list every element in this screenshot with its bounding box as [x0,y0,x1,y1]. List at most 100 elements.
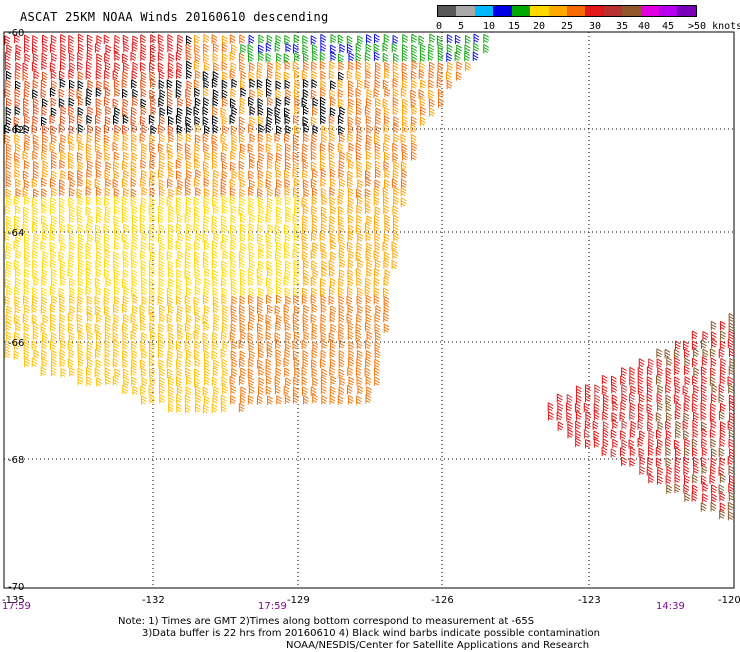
wind-barb [221,287,228,297]
wind-barb [384,133,391,144]
wind-barb [168,268,174,278]
pass-time-label: 14:39 [656,601,685,612]
wind-barb [50,97,57,107]
wind-barb [32,215,39,225]
wind-barb [647,384,653,394]
wind-barb [176,43,183,54]
wind-barb [238,133,245,144]
wind-barb [347,204,354,215]
scale-swatch [530,6,549,16]
wind-barb [248,295,254,305]
wind-barb [69,305,76,315]
wind-barb [691,492,698,502]
wind-barb [646,393,653,403]
wind-barb [221,53,228,63]
wind-barb [131,259,137,269]
wind-barb [222,322,228,332]
wind-barb [267,395,273,405]
wind-barb [311,231,317,242]
wind-barb [402,34,409,44]
wind-barb [13,350,20,360]
wind-barb [701,456,707,467]
wind-barb [177,323,183,333]
wind-barb [203,341,209,351]
wind-barb [338,71,344,81]
wind-barb [4,52,11,62]
wind-barb [357,79,363,89]
wind-barb [267,304,273,315]
wind-barb [87,331,93,341]
wind-barb [684,394,691,404]
wind-barb [330,323,337,333]
wind-barb [148,349,155,359]
wind-barb [148,385,155,395]
wind-barb [50,107,57,117]
wind-barb [275,339,281,350]
wind-barb [77,106,84,117]
wind-barb [419,62,425,72]
wind-barb [239,322,246,332]
wind-barb [728,438,735,448]
wind-barb [103,96,110,107]
wind-barb [312,242,319,252]
wind-barb [31,303,38,314]
wind-barb [328,224,335,234]
wind-barb [76,205,83,216]
wind-barb [141,349,148,360]
wind-barb [402,98,408,108]
wind-barb [51,151,57,161]
wind-barb [275,367,282,377]
wind-barb [310,276,317,287]
wind-barb [175,88,182,99]
wind-barb [167,304,174,314]
wind-barb [248,170,254,180]
wind-barb [113,115,119,125]
wind-barb [159,242,166,252]
wind-barb [709,411,716,422]
wind-barb [211,269,218,279]
wind-barb [357,35,364,45]
wind-barb [257,341,264,351]
wind-barb [32,322,39,332]
wind-barb [665,437,672,448]
wind-barb [168,394,175,404]
wind-barb [329,232,336,243]
wind-barb [693,411,699,421]
wind-barb [238,52,245,63]
wind-barb [175,51,182,62]
wind-barb [211,196,218,207]
wind-barb [76,133,83,143]
wind-barb [411,44,417,54]
wind-barb [59,295,65,305]
wind-barb [330,240,337,251]
scale-swatch [438,6,457,16]
wind-barb [149,187,156,198]
wind-barb [42,34,48,45]
wind-barb [148,260,155,270]
wind-barb [41,204,48,215]
wind-barb [69,205,75,216]
wind-barb [347,80,354,90]
wind-barb [104,52,110,63]
wind-barb [428,69,435,80]
wind-barb [195,394,202,404]
scale-label: >50 knots [688,21,740,32]
wind-barb [60,241,67,252]
wind-barb [212,106,218,116]
wind-barb [720,320,726,331]
wind-barb [113,268,120,279]
wind-barb [14,259,20,270]
wind-barb [321,339,328,350]
wind-barb [347,304,354,314]
wind-barb [195,276,202,287]
wind-barb [96,341,102,351]
wind-barb [366,258,373,269]
wind-barb [330,305,337,315]
wind-barb [211,350,218,360]
wind-barb [302,78,309,89]
wind-barb [112,179,119,189]
wind-barb [149,53,156,63]
wind-barb [328,260,335,270]
wind-barb [130,188,137,198]
wind-barb [383,115,390,125]
